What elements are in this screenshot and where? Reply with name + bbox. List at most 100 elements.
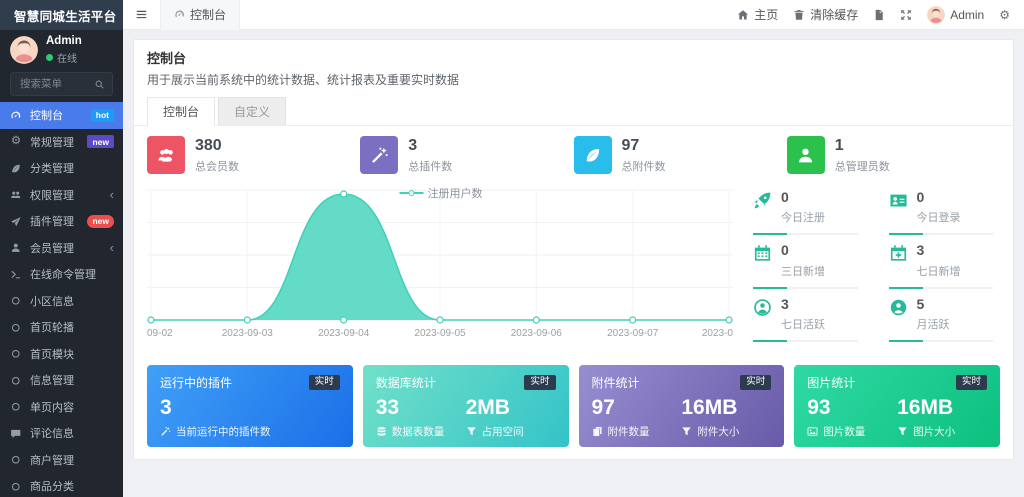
quick-stat-value: 3 <box>916 242 925 259</box>
stats-row: 380 总会员数 3 总插件数 97 总附件数 1 总管理员数 <box>147 136 1000 174</box>
sidebar-item-banner[interactable]: 首页轮播 <box>0 314 123 341</box>
metric-label: 当前运行中的插件数 <box>176 426 271 439</box>
panel-body: 380 总会员数 3 总插件数 97 总附件数 1 总管理员数 注册用户数 09-02 2023… <box>134 126 1013 459</box>
metric-value: 97 <box>591 396 615 419</box>
quick-stat-underline <box>753 233 858 236</box>
stat-card-admins: 1 总管理员数 <box>786 136 1000 174</box>
paper-plane-icon <box>9 216 23 228</box>
home-link[interactable]: 主页 <box>737 6 778 23</box>
fullscreen-button[interactable] <box>900 9 912 21</box>
user-menu-label: Admin <box>950 7 985 22</box>
brand[interactable]: 智慧同城生活平台 <box>0 0 123 30</box>
sidebar-item-category[interactable]: 分类管理 <box>0 155 123 182</box>
search-input[interactable] <box>18 77 94 91</box>
registrations-chart[interactable]: 注册用户数 09-02 2023-09-03 2023-09-04 2023-09-0… <box>147 182 735 355</box>
metric-value: 3 <box>160 396 172 419</box>
user-menu[interactable]: Admin <box>927 5 985 24</box>
quick-stat-active-month: 5 月活跃 <box>888 289 1001 343</box>
settings-button[interactable]: ⚙ <box>999 9 1010 21</box>
search-icon[interactable] <box>94 79 105 90</box>
page-subtitle: 用于展示当前系统中的统计数据、统计报表及重要实时数据 <box>147 73 460 87</box>
stat-label: 总插件数 <box>408 160 453 173</box>
metric-value: 93 <box>807 396 831 419</box>
sidebar-item-label: 控制台 <box>30 110 63 123</box>
quick-stat-value: 0 <box>916 189 925 205</box>
dashboard-panel: 控制台 用于展示当前系统中的统计数据、统计报表及重要实时数据 控制台 自定义 38… <box>133 39 1014 460</box>
sidebar-item-merchant[interactable]: 商户管理 <box>0 447 123 474</box>
filter-icon <box>681 426 692 437</box>
gear-icon: ⚙ <box>999 7 1010 22</box>
stat-value: 97 <box>621 136 640 154</box>
stat-label: 总管理员数 <box>834 160 890 173</box>
metric-value: 33 <box>375 396 400 419</box>
sidebar-item-community[interactable]: 小区信息 <box>0 288 123 315</box>
realtime-badge: 实时 <box>308 374 340 391</box>
sidebar-item-goods-category[interactable]: 商品分类 <box>0 473 123 497</box>
menu-toggle-button[interactable] <box>123 8 160 21</box>
metric-value: 2MB <box>465 396 510 419</box>
calendar-plus-icon <box>889 244 908 263</box>
chart-legend[interactable]: 注册用户数 <box>399 185 483 201</box>
sidebar-item-label: 首页模块 <box>30 348 74 361</box>
sidebar-item-auth[interactable]: 权限管理 ‹ <box>0 182 123 209</box>
group-icon <box>9 189 23 201</box>
gears-icon: ⚙ <box>10 135 22 147</box>
sidebar-item-information[interactable]: 信息管理 <box>0 367 123 394</box>
user-circle-icon <box>753 298 772 317</box>
quick-stat-underline <box>753 340 858 343</box>
terminal-icon <box>9 269 23 281</box>
image-icon <box>807 426 818 437</box>
sidebar-item-member[interactable]: 会员管理 ‹ <box>0 235 123 262</box>
database-icon <box>376 426 387 437</box>
sidebar-item-module[interactable]: 首页模块 <box>0 341 123 368</box>
sidebar-item-comment[interactable]: 评论信息 <box>0 420 123 447</box>
chevron-left-icon: ‹ <box>109 187 114 203</box>
user-avatar <box>927 5 946 24</box>
realtime-badge: 实时 <box>955 374 987 391</box>
topbar-tab-dashboard[interactable]: 控制台 <box>160 0 241 30</box>
sidebar-item-label: 首页轮播 <box>30 322 74 335</box>
summary-card-database: 数据库统计 实时 33 数据表数量 2MB 占用空间 <box>362 365 569 447</box>
topbar-actions: 主页 清除缓存 Admin ⚙ <box>737 5 1024 24</box>
quick-stat-label: 七日活跃 <box>781 319 825 332</box>
docs-button[interactable] <box>873 9 885 21</box>
sidebar-item-general[interactable]: ⚙ 常规管理 new <box>0 129 123 156</box>
expand-icon <box>900 9 912 21</box>
stat-value: 3 <box>408 136 418 154</box>
content: 控制台 用于展示当前系统中的统计数据、统计报表及重要实时数据 控制台 自定义 38… <box>123 30 1024 497</box>
circle-icon <box>9 401 23 413</box>
sidebar-item-page-content[interactable]: 单页内容 <box>0 394 123 421</box>
tab-dashboard[interactable]: 控制台 <box>147 97 216 126</box>
sidebar-item-label: 小区信息 <box>30 295 74 308</box>
file-icon <box>873 9 885 21</box>
magic-icon <box>360 136 399 174</box>
summary-cards: 运行中的插件 实时 3 当前运行中的插件数 数据库统计 实时 33 数据表数量 2MB 占用空间 附… <box>147 365 1000 447</box>
quick-stat-register-today: 0 今日注册 <box>753 182 865 236</box>
user-circle-filled-icon <box>889 298 908 317</box>
circle-icon <box>9 454 23 466</box>
sidebar-item-dashboard[interactable]: 控制台 hot <box>0 102 123 129</box>
user-icon <box>9 242 23 254</box>
sidebar-item-command[interactable]: 在线命令管理 <box>0 261 123 288</box>
quick-stat-underline <box>753 286 858 289</box>
trash-icon <box>793 9 805 21</box>
leaf-icon <box>573 136 612 174</box>
sidebar-user-panel[interactable]: Admin 在线 <box>0 30 123 70</box>
metric-label: 附件数量 <box>607 426 650 439</box>
panel-tabs: 控制台 自定义 <box>134 90 1013 126</box>
sidebar-item-addon[interactable]: 插件管理 new <box>0 208 123 235</box>
clear-cache-button[interactable]: 清除缓存 <box>793 6 858 23</box>
quick-stat-label: 七日新增 <box>916 265 961 278</box>
dashboard-icon <box>9 110 23 122</box>
filter-icon <box>897 426 908 437</box>
sidebar: 智慧同城生活平台 Admin 在线 控制台 hot ⚙ 常规管理 new 分类管理权限管理… <box>0 0 123 497</box>
comment-icon <box>9 428 23 440</box>
metric-label: 图片数量 <box>823 426 866 439</box>
quick-stat-label: 三日新增 <box>781 265 825 278</box>
x-tick-label: 2023-09-05 <box>414 328 466 339</box>
tab-custom[interactable]: 自定义 <box>218 97 287 125</box>
metric-value: 16MB <box>897 396 954 419</box>
realtime-badge: 实时 <box>524 374 556 391</box>
sidebar-item-label: 在线命令管理 <box>30 269 96 282</box>
sidebar-search <box>10 72 113 96</box>
